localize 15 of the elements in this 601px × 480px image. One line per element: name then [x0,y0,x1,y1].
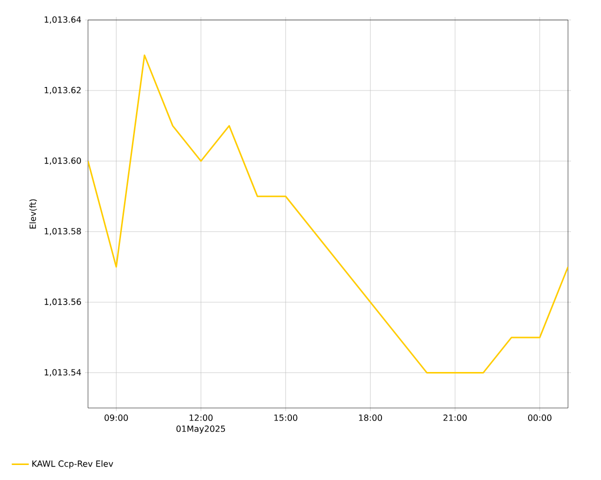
x-axis-title: 01May2025 [176,426,225,434]
legend-label: KAWL Ccp-Rev Elev [32,460,114,468]
x-tick-label: 00:00 [528,414,552,421]
y-tick-label: 1,013.58 [44,228,81,236]
y-tick-label: 1,013.60 [44,157,81,165]
y-tick-label: 1,013.56 [44,298,81,306]
x-tick-label: 09:00 [104,414,128,421]
x-tick-label: 21:00 [443,414,467,421]
x-tick-label: 18:00 [359,414,382,421]
y-tick-label: 1,013.64 [44,16,81,24]
y-axis-title: Elev(ft) [29,199,37,229]
y-tick-label: 1,013.54 [44,369,81,376]
x-tick-label: 12:00 [190,414,213,421]
x-tick-label: 15:00 [274,414,298,421]
y-tick-label: 1,013.62 [44,86,81,94]
